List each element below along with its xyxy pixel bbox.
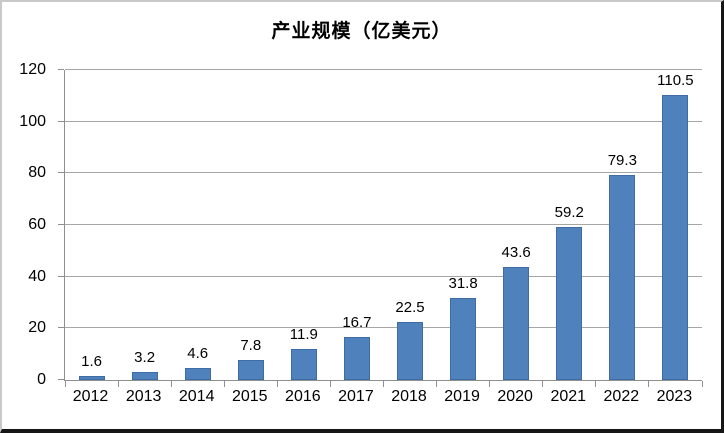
bar-2012 bbox=[78, 375, 105, 380]
bar-2015 bbox=[237, 359, 264, 380]
x-axis-label-2014: 2014 bbox=[178, 388, 215, 405]
y-axis-label-40: 40 bbox=[28, 267, 46, 285]
bar-value-label-2015: 7.8 bbox=[240, 336, 262, 354]
x-axis-label-2015: 2015 bbox=[231, 388, 268, 405]
x-axis-label-2017: 2017 bbox=[338, 388, 374, 405]
x-tick-2 bbox=[170, 381, 172, 387]
bar-value-label-2019: 31.8 bbox=[448, 274, 478, 292]
y-tick-100 bbox=[58, 120, 64, 122]
bar-value-label-2012: 1.6 bbox=[81, 352, 102, 370]
bar-group-2017: 16.7 bbox=[330, 70, 383, 380]
bar-group-2020: 43.6 bbox=[490, 70, 543, 380]
y-axis-label-60: 60 bbox=[28, 216, 46, 233]
x-axis-label-2021: 2021 bbox=[550, 388, 587, 405]
bar-value-label-2018: 22.5 bbox=[395, 298, 425, 316]
bar-2021 bbox=[556, 227, 583, 380]
bar-group-2013: 3.2 bbox=[118, 70, 171, 380]
y-tick-0 bbox=[58, 379, 64, 380]
x-tick-11 bbox=[648, 381, 650, 387]
y-axis-label-100: 100 bbox=[19, 112, 46, 130]
bar-value-label-2017: 16.7 bbox=[342, 313, 372, 331]
bar-2023 bbox=[662, 94, 689, 380]
x-axis-label-2023: 2023 bbox=[656, 388, 693, 405]
bar-2019 bbox=[450, 297, 477, 380]
x-tick-5 bbox=[329, 381, 331, 387]
y-axis-labels: 0 20 40 60 80 100 120 bbox=[2, 2, 56, 429]
bar-value-label-2021: 59.2 bbox=[554, 204, 584, 222]
gridline-120 bbox=[65, 69, 702, 70]
bar-2013 bbox=[131, 371, 158, 380]
bar-value-label-2013: 3.2 bbox=[134, 348, 156, 366]
x-tick-12 bbox=[701, 381, 703, 387]
bar-group-2021: 59.2 bbox=[543, 70, 596, 380]
plot-area: 1.6 3.2 4.6 7.8 11.9 16.7 22.5 31.8 43.6 59.2 79.3… bbox=[58, 69, 703, 387]
bar-value-label-2014: 4.6 bbox=[187, 345, 209, 363]
bar-group-2018: 22.5 bbox=[383, 70, 436, 380]
bar-2020 bbox=[503, 267, 530, 380]
y-axis-label-0: 0 bbox=[37, 371, 46, 388]
y-tick-80 bbox=[58, 172, 64, 174]
x-axis-label-2022: 2022 bbox=[603, 388, 640, 405]
x-axis-label-2012: 2012 bbox=[72, 388, 109, 405]
bar-value-label-2020: 43.6 bbox=[501, 244, 531, 262]
bar-2016 bbox=[290, 349, 317, 380]
x-tick-0 bbox=[64, 381, 66, 387]
y-tick-120 bbox=[58, 69, 64, 70]
gridline-80 bbox=[65, 172, 702, 174]
bar-group-2015: 7.8 bbox=[224, 70, 277, 380]
x-axis-label-2019: 2019 bbox=[444, 388, 480, 405]
x-tick-6 bbox=[383, 381, 384, 387]
gridline-60 bbox=[65, 224, 702, 225]
y-tick-20 bbox=[58, 327, 64, 329]
gridline-40 bbox=[65, 275, 702, 277]
bar-2014 bbox=[184, 368, 211, 380]
chart-title: 产业规模（亿美元） bbox=[271, 21, 452, 42]
x-tick-10 bbox=[595, 381, 597, 387]
bar-2018 bbox=[397, 321, 423, 380]
x-tick-8 bbox=[489, 381, 491, 387]
x-tick-1 bbox=[117, 381, 119, 387]
y-axis-label-20: 20 bbox=[28, 319, 46, 337]
bar-value-label-2023: 110.5 bbox=[657, 71, 694, 89]
y-tick-60 bbox=[58, 224, 64, 225]
gridline-100 bbox=[65, 120, 702, 122]
x-axis-label-2018: 2018 bbox=[391, 388, 427, 405]
x-axis-label-2016: 2016 bbox=[285, 388, 321, 405]
bar-group-2014: 4.6 bbox=[171, 70, 224, 380]
bar-group-2022: 79.3 bbox=[596, 70, 649, 380]
bar-group-2016: 11.9 bbox=[277, 70, 330, 380]
bar-group-2019: 31.8 bbox=[437, 70, 490, 380]
y-axis-label-80: 80 bbox=[28, 164, 46, 182]
x-axis-tick-labels: 2012 2013 2014 2015 2016 2017 2018 2019 2020 2021… bbox=[64, 388, 701, 406]
bar-value-label-2022: 79.3 bbox=[607, 152, 637, 170]
y-tick-40 bbox=[58, 275, 64, 277]
bar-group-2023: 110.5 bbox=[649, 70, 702, 380]
bar-series: 1.6 3.2 4.6 7.8 11.9 16.7 22.5 31.8 43.6 59.2 79.3… bbox=[65, 70, 702, 380]
bar-2017 bbox=[343, 336, 370, 380]
bar-value-label-2016: 11.9 bbox=[289, 326, 318, 344]
bar-2022 bbox=[609, 175, 636, 380]
gridline-20 bbox=[65, 327, 702, 329]
x-axis-label-2013: 2013 bbox=[125, 388, 162, 405]
x-axis-label-2020: 2020 bbox=[497, 388, 533, 405]
x-tick-7 bbox=[436, 381, 438, 387]
x-tick-3 bbox=[223, 381, 225, 387]
x-tick-9 bbox=[542, 381, 544, 387]
y-axis-label-120: 120 bbox=[19, 61, 46, 78]
bar-group-2012: 1.6 bbox=[65, 70, 118, 380]
x-tick-4 bbox=[276, 381, 278, 387]
